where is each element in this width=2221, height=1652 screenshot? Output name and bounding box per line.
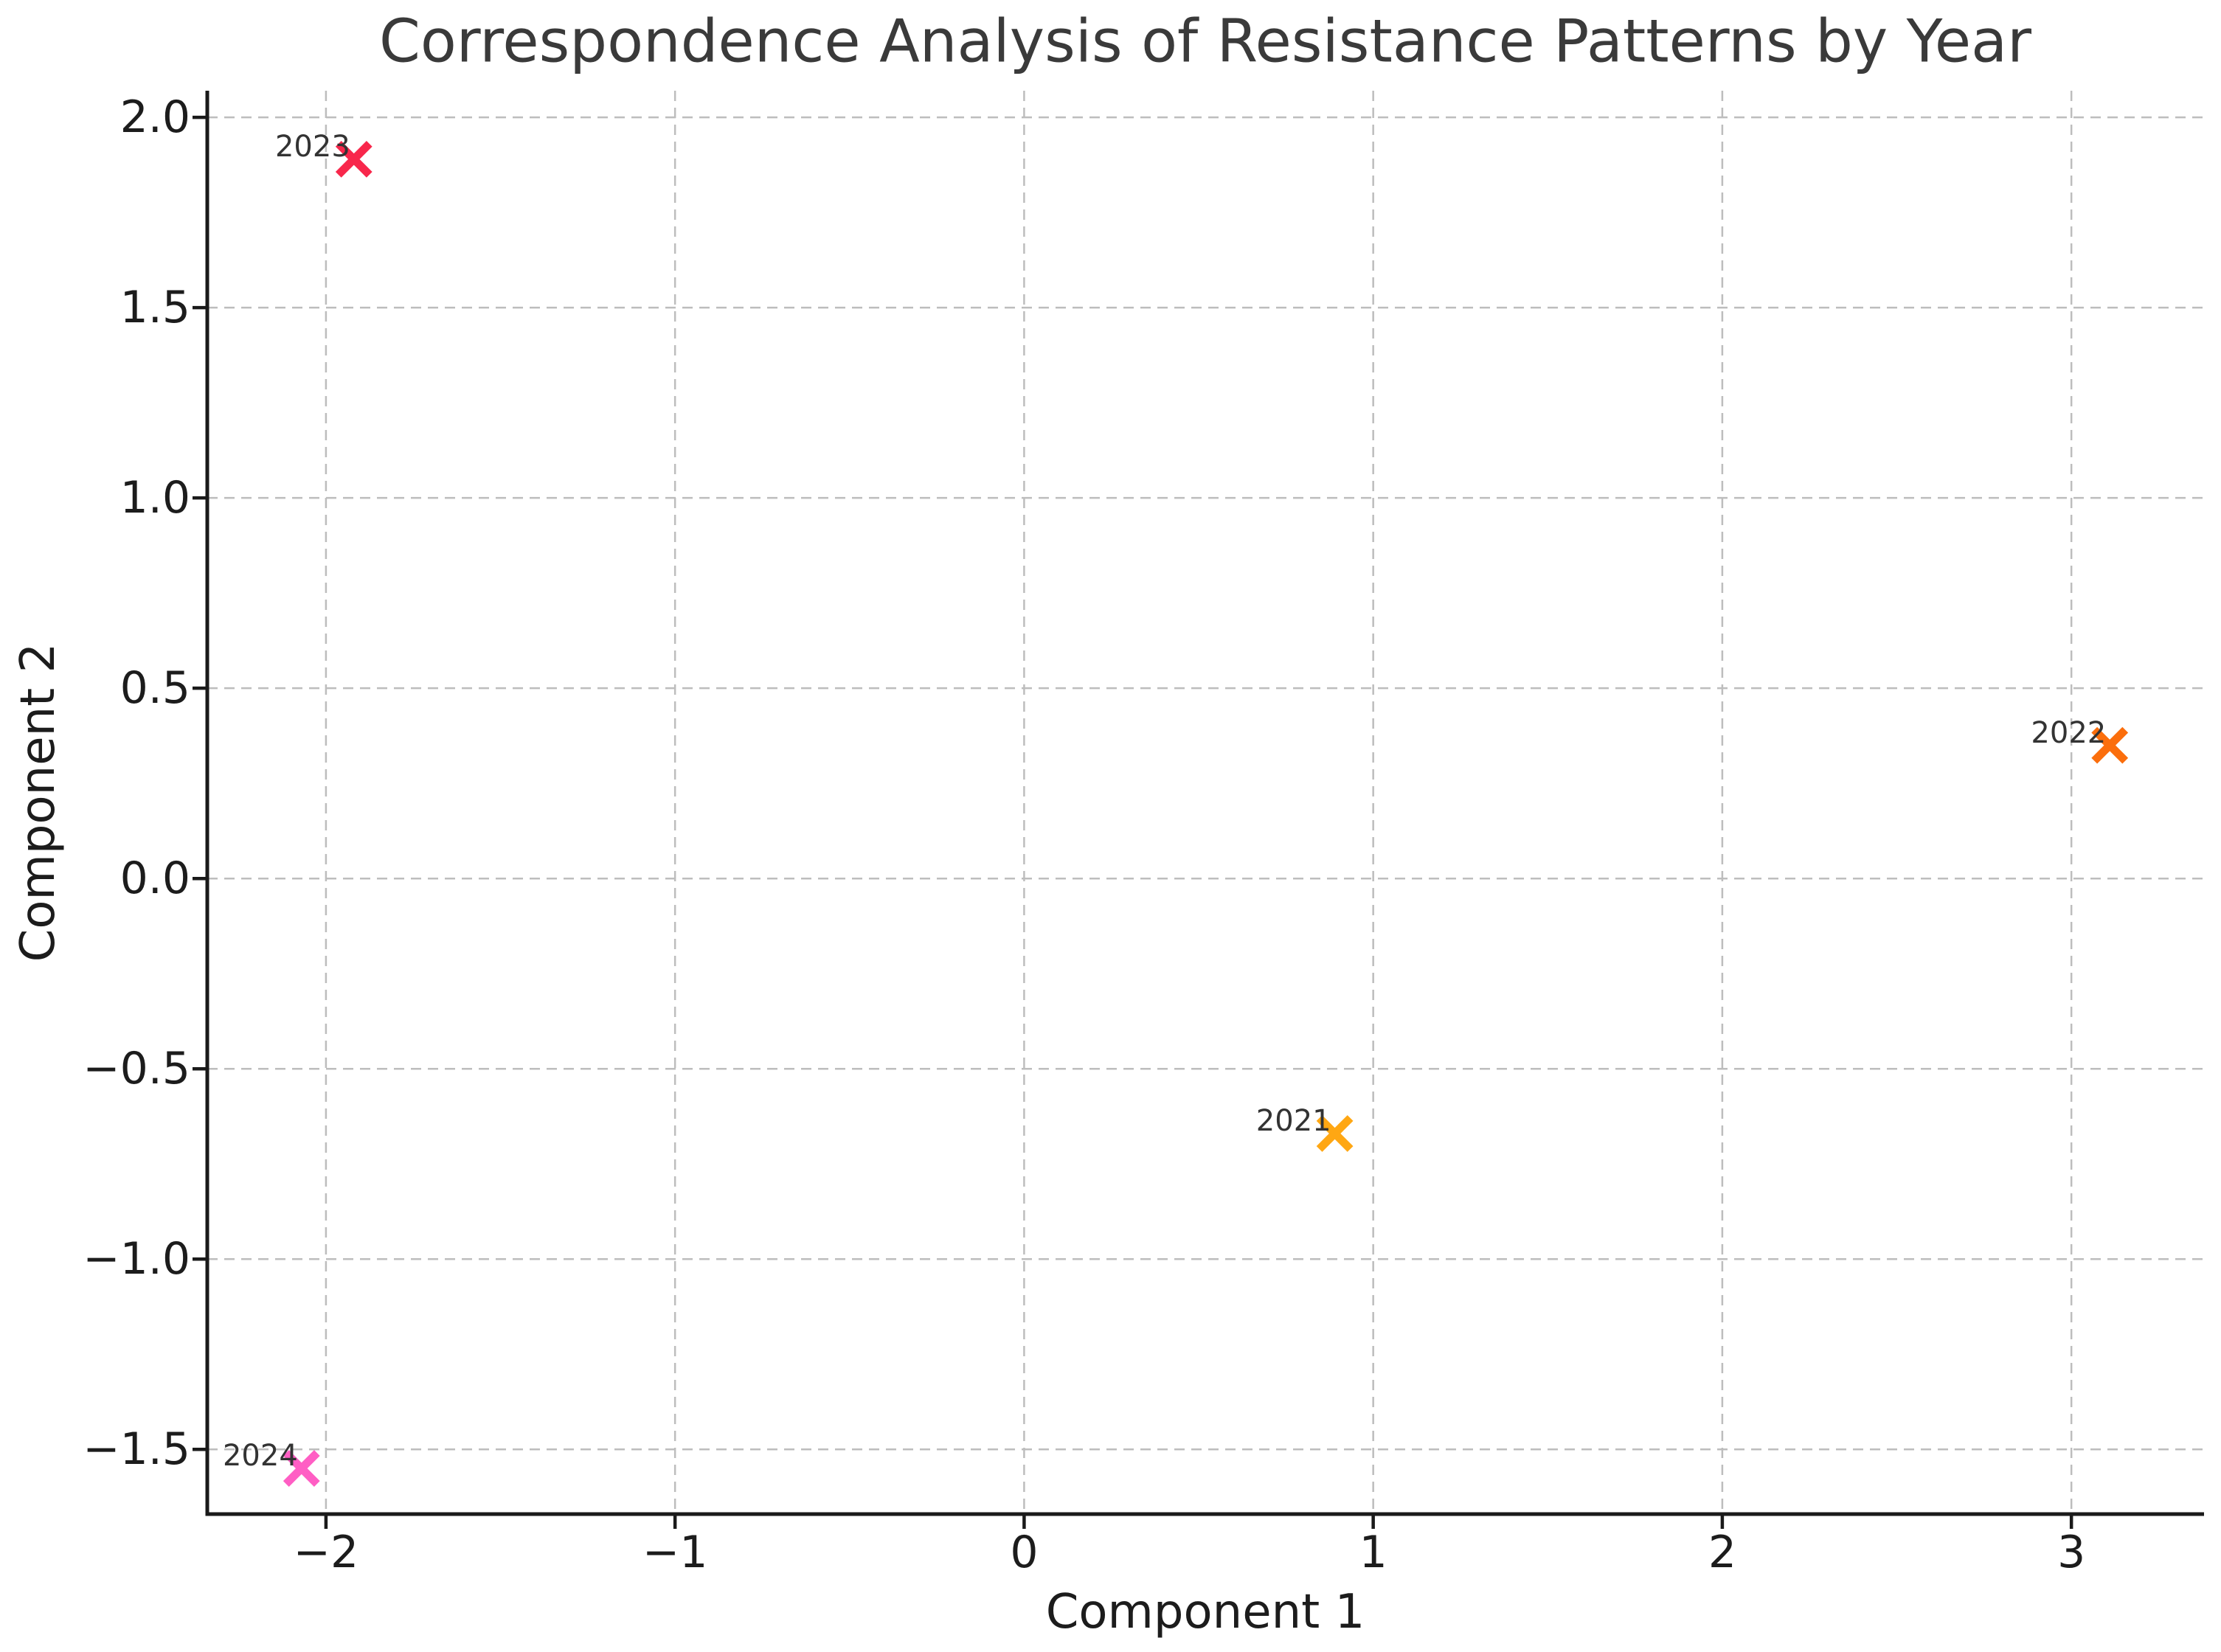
x-tick-label-0: 0	[1010, 1527, 1039, 1578]
x-axis-label: Component 1	[1045, 1585, 1365, 1639]
data-point-2023	[335, 140, 373, 178]
y-tick-label-0.5: 0.5	[119, 662, 190, 715]
y-tick-label--1.0: −1.0	[83, 1233, 190, 1285]
x-tick-label-3: 3	[2057, 1527, 2086, 1578]
point-label-2021: 2021	[1255, 1103, 1331, 1138]
y-tick-label-0.0: 0.0	[119, 853, 190, 905]
y-tick-label-1.5: 1.5	[119, 282, 190, 334]
data-point-2024	[283, 1450, 320, 1487]
y-tick-label-1.0: 1.0	[119, 472, 190, 524]
point-label-2023: 2023	[274, 129, 350, 164]
chart-title: Correspondence Analysis of Resistance Pa…	[378, 7, 2032, 76]
x-tick-label-1: 1	[1359, 1527, 1387, 1578]
x-tick-label--2: −2	[293, 1527, 359, 1578]
x-tick-label--1: −1	[642, 1527, 708, 1578]
y-tick-label--1.5: −1.5	[83, 1423, 190, 1476]
y-axis-label: Component 2	[11, 642, 66, 962]
point-label-2022: 2022	[2031, 715, 2107, 750]
y-tick-label--0.5: −0.5	[83, 1043, 190, 1095]
data-point-2021	[1316, 1115, 1354, 1152]
y-tick-label-2.0: 2.0	[119, 91, 190, 144]
data-point-2022	[2091, 726, 2129, 764]
point-label-2024: 2024	[222, 1439, 298, 1474]
x-tick-label-2: 2	[1708, 1527, 1736, 1578]
